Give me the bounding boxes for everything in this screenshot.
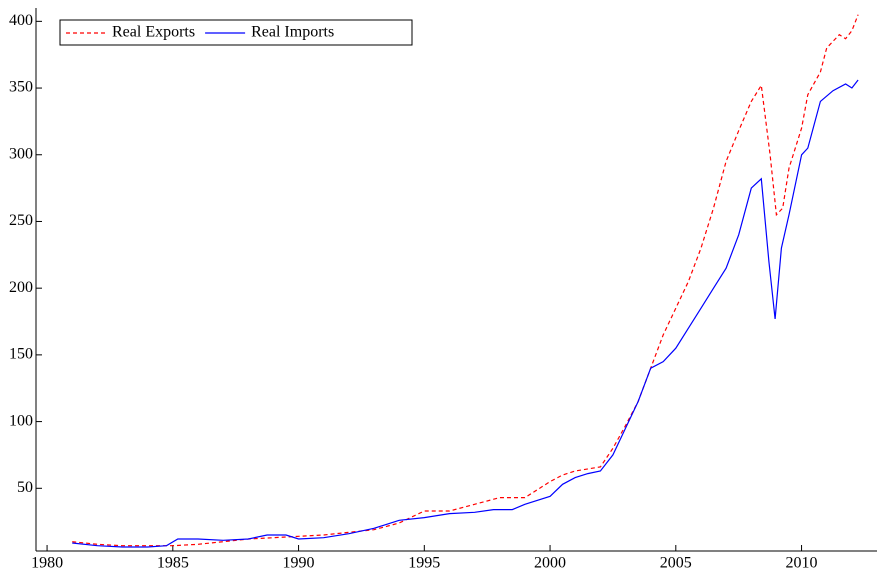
y-tick-label: 100	[9, 412, 33, 429]
legend-label: Real Imports	[251, 24, 334, 41]
y-tick-label: 250	[9, 212, 33, 229]
x-tick-label: 1995	[408, 555, 440, 572]
x-tick-label: 1980	[31, 555, 63, 572]
series-line	[72, 14, 859, 547]
y-tick-label: 350	[9, 79, 33, 96]
x-tick-label: 1985	[157, 555, 189, 572]
legend-label: Real Exports	[112, 24, 195, 41]
x-tick-label: 2000	[534, 555, 566, 572]
series-line	[72, 79, 859, 548]
x-tick-label: 2010	[786, 555, 818, 572]
y-tick-label: 50	[17, 479, 33, 496]
y-tick-label: 400	[9, 12, 33, 29]
y-tick-label: 200	[9, 279, 33, 296]
x-tick-label: 2005	[660, 555, 692, 572]
y-tick-label: 300	[9, 145, 33, 162]
y-tick-label: 150	[9, 346, 33, 363]
x-tick-label: 1990	[283, 555, 315, 572]
